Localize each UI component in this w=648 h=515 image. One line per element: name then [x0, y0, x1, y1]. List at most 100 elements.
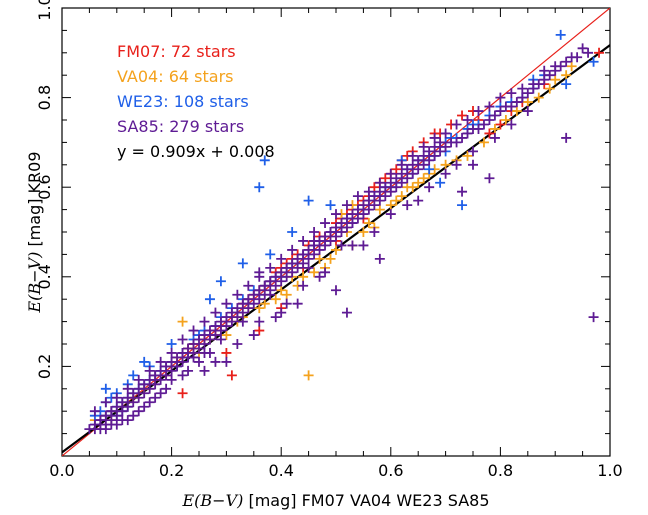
data-point [517, 92, 528, 103]
data-point [358, 200, 369, 211]
data-point [374, 253, 385, 264]
data-point [276, 276, 287, 287]
data-point [435, 146, 446, 157]
data-point [495, 92, 506, 103]
data-point [199, 339, 210, 349]
data-point [385, 186, 396, 197]
data-point [539, 74, 550, 85]
data-point [374, 204, 385, 215]
data-point [385, 200, 396, 211]
data-point [457, 186, 468, 197]
data-point [139, 356, 150, 367]
x-tick-label: 1.0 [597, 461, 622, 480]
data-point [440, 128, 451, 139]
data-point [243, 294, 254, 305]
data-point [533, 92, 544, 103]
data-point [435, 137, 446, 148]
data-point [111, 410, 122, 421]
data-point [183, 343, 194, 354]
data-point [292, 298, 303, 309]
data-point [320, 267, 331, 278]
x-tick-label: 0.8 [488, 461, 513, 480]
data-point [528, 79, 539, 90]
data-point [254, 303, 265, 314]
data-point [144, 374, 155, 385]
x-tick-label: 0.2 [159, 461, 184, 480]
data-point [248, 330, 259, 341]
data-point [385, 209, 396, 220]
data-point [369, 227, 380, 237]
data-point [478, 119, 489, 130]
data-point [298, 235, 309, 246]
data-point [418, 159, 429, 170]
data-point [210, 321, 221, 332]
data-point [276, 285, 287, 296]
data-point [243, 303, 254, 314]
data-point [232, 312, 243, 323]
data-point [226, 307, 237, 318]
data-point [396, 191, 407, 202]
data-point [495, 119, 506, 130]
data-point [221, 312, 232, 323]
data-point [237, 316, 248, 327]
data-point [380, 182, 391, 193]
data-point [462, 150, 473, 161]
data-point [341, 222, 352, 233]
data-point [380, 191, 391, 202]
data-point [122, 401, 133, 412]
data-point [484, 115, 495, 125]
data-point [331, 209, 341, 220]
data-point [413, 155, 424, 166]
data-point [550, 74, 561, 85]
data-point [424, 182, 435, 193]
data-point [177, 356, 188, 367]
data-point [117, 397, 128, 408]
data-point [572, 52, 583, 63]
data-point [396, 177, 407, 188]
data-point [270, 294, 281, 305]
data-point [270, 280, 281, 291]
data-point [188, 339, 199, 349]
data-point [166, 356, 177, 367]
data-point [429, 132, 440, 143]
data-point [243, 280, 254, 291]
data-points [84, 29, 605, 435]
data-point [369, 191, 380, 202]
data-point [177, 370, 188, 381]
data-point [199, 347, 210, 358]
data-point [144, 383, 155, 394]
legend-entry: FM07: 72 stars [117, 42, 236, 61]
data-point [429, 141, 440, 152]
data-point [331, 285, 341, 296]
data-point [320, 231, 331, 242]
data-point [215, 316, 226, 327]
data-point [522, 88, 533, 99]
data-point [259, 155, 270, 166]
data-point [320, 240, 331, 251]
data-point [194, 334, 204, 345]
data-point [407, 159, 418, 170]
data-point [440, 159, 451, 170]
data-point [128, 410, 139, 421]
data-point [309, 235, 320, 246]
y-tick-label: 0.4 [35, 264, 54, 289]
data-point [309, 227, 320, 237]
data-point [588, 312, 599, 323]
data-point [352, 191, 363, 202]
data-point [254, 267, 265, 278]
data-point [155, 388, 166, 399]
data-point [320, 218, 331, 229]
data-point [226, 370, 237, 381]
legend: FM07: 72 stars VA04: 64 stars WE23: 108 st… [117, 42, 275, 161]
data-point [325, 253, 336, 264]
data-point [254, 316, 265, 327]
data-point [555, 29, 566, 40]
data-point [199, 330, 210, 341]
data-point [347, 209, 358, 220]
data-point [248, 298, 259, 309]
data-point [347, 218, 358, 229]
data-point [298, 271, 309, 282]
data-point [451, 159, 462, 170]
data-point [177, 388, 188, 399]
